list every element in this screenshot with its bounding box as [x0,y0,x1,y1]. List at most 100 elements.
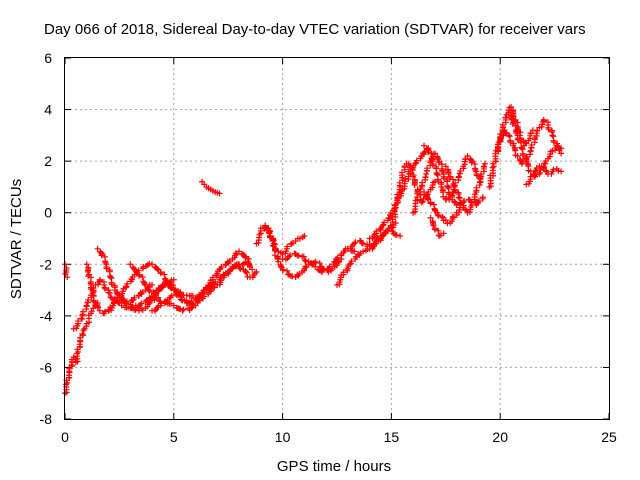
data-point [77,338,84,345]
data-point [418,183,425,190]
data-point [473,189,480,196]
y-tick-label: -8 [40,411,53,427]
data-point [398,169,405,176]
data-point [237,265,244,272]
data-point [423,171,430,178]
data-point [451,183,458,190]
data-point [299,269,306,276]
data-point [442,196,449,203]
data-point [318,269,325,276]
data-point [447,173,454,180]
data-point [253,269,260,276]
data-point [418,152,425,159]
data-point [473,168,480,175]
data-point [390,230,397,237]
data-point [240,266,247,273]
data-point [146,287,153,294]
data-point [407,170,414,177]
data-point [68,361,75,368]
data-point [431,178,438,185]
data-point [170,302,177,309]
data-point [536,124,543,131]
data-point [331,258,338,265]
data-point [464,152,471,159]
data-point [295,252,302,259]
data-point [519,152,526,159]
data-point [275,258,282,265]
data-point [188,299,195,306]
data-point [216,190,223,197]
data-point [357,238,364,245]
data-point [271,252,278,259]
data-point [401,163,408,170]
x-tick-label: 25 [601,429,617,445]
data-point [105,289,112,296]
data-point [514,132,521,139]
data-point [492,147,499,154]
data-point [70,354,77,361]
data-point [233,261,240,268]
plot-frame [64,57,610,420]
data-point [246,274,253,281]
data-point [334,254,341,261]
data-point [81,325,88,332]
data-point [490,163,497,170]
data-point [297,235,304,242]
data-point [425,147,432,154]
data-point [229,256,236,263]
data-point [480,163,487,170]
data-point [243,269,250,276]
data-point [421,142,428,149]
data-point [440,193,447,200]
data-point [364,243,371,250]
data-point [421,189,428,196]
data-point [460,163,467,170]
data-point [305,258,312,265]
data-point [373,230,380,237]
data-point [266,234,273,241]
data-point [124,280,131,287]
data-point [236,248,243,255]
data-point [510,119,517,126]
data-point [83,261,90,268]
data-point [554,143,561,150]
data-point [393,232,400,239]
data-point [88,310,95,317]
data-point [292,250,299,257]
data-point [431,225,438,232]
data-point [536,163,543,170]
data-point [427,199,434,206]
data-point [340,271,347,278]
data-point [435,178,442,185]
data-point [214,281,221,288]
data-point [308,260,315,267]
data-point [101,281,108,288]
data-point [266,227,273,234]
x-axis-label: GPS time / hours [277,458,391,475]
y-tick-label: 6 [44,50,52,66]
x-tick-label: 10 [275,429,291,445]
data-point [312,263,319,270]
data-point [558,150,565,157]
data-point [360,248,367,255]
data-point [525,137,532,144]
data-point [508,103,515,110]
data-point [98,250,105,257]
data-point [135,271,142,278]
data-point [129,305,136,312]
data-point [188,305,195,312]
data-point [170,286,177,293]
data-point [220,274,227,281]
data-point [457,168,464,175]
data-point [129,297,136,304]
data-point [70,325,77,332]
series-arc-p [389,160,437,231]
data-point [429,158,436,165]
data-point [108,294,115,301]
data-point [427,214,434,221]
data-point [348,258,355,265]
data-point [514,152,521,159]
data-point [532,168,539,175]
data-point [438,183,445,190]
